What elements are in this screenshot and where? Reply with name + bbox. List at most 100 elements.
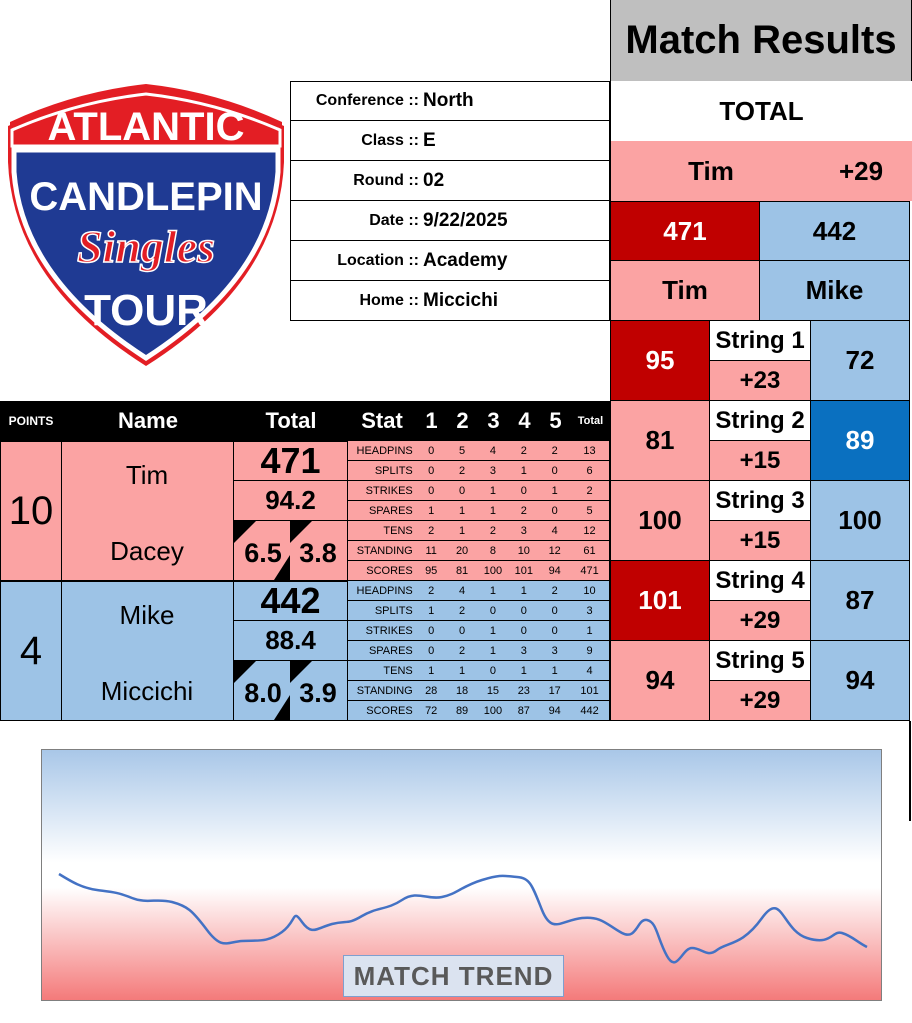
player-average: 88.4 (234, 621, 348, 661)
stat-value: 4 (551, 524, 558, 537)
stat-value: 1 (489, 644, 496, 657)
string-p1-score: 100 (610, 481, 710, 561)
stat-total: 12 (583, 524, 596, 537)
header-g1: 1 (425, 408, 438, 433)
stat-label: SPLITS (374, 464, 413, 477)
string-label: String 2 (710, 401, 810, 441)
info-value: Miccichi (423, 289, 498, 311)
stat-value: 2 (489, 524, 496, 537)
stat-total: 10 (583, 584, 596, 597)
stat-label: SCORES (366, 704, 413, 717)
stat-value: 3 (489, 464, 496, 477)
stat-value: 1 (489, 584, 496, 597)
stat-value: 1 (428, 504, 435, 517)
header-stat: Stat (361, 408, 403, 433)
stat-label: SPLITS (374, 604, 413, 617)
stat-total: 101 (580, 684, 599, 697)
player-name-cell: Tim Dacey (62, 441, 234, 581)
match-results-title: Match Results (610, 0, 912, 81)
stat-value: 72 (425, 704, 438, 717)
stat-value: 28 (425, 684, 438, 697)
player-stat-a: 8.0 (244, 677, 282, 708)
info-value: Academy (423, 249, 508, 271)
stat-value: 1 (520, 464, 527, 477)
player-last-name: Dacey (110, 535, 184, 566)
logo-line2: CANDLEPIN (29, 175, 262, 219)
stat-value: 87 (517, 704, 530, 717)
header-points: POINTS (8, 414, 54, 428)
stat-value: 2 (459, 644, 466, 657)
string-p1-score: 95 (610, 321, 710, 401)
stat-value: 3 (551, 644, 558, 657)
info-row: Round :: 02 (290, 161, 610, 201)
stat-label: HEADPINS (356, 444, 413, 457)
player-stat-b: 3.9 (299, 677, 337, 708)
stat-value: 1 (489, 624, 496, 637)
leader-name: Tim (688, 155, 734, 186)
stat-label: TENS (383, 524, 413, 537)
stat-value: 2 (520, 504, 527, 517)
stat-value: 2 (459, 604, 466, 617)
string-label: String 4 (710, 561, 810, 601)
info-label: Home :: (359, 291, 419, 309)
stat-value: 0 (428, 444, 435, 457)
player-points: 10 (0, 441, 62, 581)
stat-value: 94 (548, 704, 561, 717)
stat-value: 0 (459, 484, 466, 497)
table-row: SPLITS 1 2 0 0 0 3 (348, 601, 610, 621)
stat-value: 1 (551, 484, 558, 497)
trend-line (58, 872, 868, 964)
stat-value: 4 (489, 444, 496, 457)
stat-value: 1 (428, 664, 435, 677)
stat-value: 94 (548, 564, 561, 577)
stat-value: 15 (486, 684, 500, 697)
stat-label: STRIKES (365, 484, 413, 497)
player-stat-a: 6.5 (244, 537, 282, 568)
stat-total: 1 (586, 624, 593, 637)
stat-total: 471 (580, 564, 599, 577)
player-splits-cell: 6.5 3.8 (234, 521, 348, 581)
string-p2-score: 94 (810, 641, 910, 721)
stat-value: 11 (425, 544, 437, 557)
stat-value: 2 (520, 444, 527, 457)
string-diff: +23 (710, 361, 810, 401)
p1-grand-total: 471 (610, 201, 760, 261)
total-label: TOTAL (610, 81, 912, 141)
stat-value: 0 (428, 644, 435, 657)
stat-value: 0 (428, 484, 435, 497)
stat-value: 0 (520, 624, 527, 637)
stat-value: 2 (551, 444, 558, 457)
string-p1-score: 81 (610, 401, 710, 481)
tour-logo: ATLANTIC CANDLEPIN Singles TOUR (8, 84, 284, 366)
stat-value: 20 (455, 544, 469, 557)
stat-value: 4 (459, 584, 466, 597)
stat-value: 0 (520, 484, 527, 497)
table-row: STRIKES 0 0 1 0 1 2 (348, 481, 610, 501)
table-row: HEADPINS 2 4 1 1 2 10 (348, 581, 610, 601)
logo-line1: ATLANTIC (48, 105, 245, 149)
string-p1-score: 101 (610, 561, 710, 641)
info-row: Class :: E (290, 121, 610, 161)
stat-value: 95 (425, 564, 438, 577)
stat-label: TENS (383, 664, 413, 677)
stat-label: SCORES (366, 564, 413, 577)
info-row: Location :: Academy (290, 241, 610, 281)
string-p2-score: 72 (810, 321, 910, 401)
stat-value: 0 (489, 604, 496, 617)
stat-value: 1 (489, 504, 496, 517)
stat-value: 1 (459, 664, 466, 677)
string-label: String 1 (710, 321, 810, 361)
stat-total: 4 (586, 664, 593, 677)
player-splits-cell: 8.0 3.9 (234, 661, 348, 721)
stat-label: SPARES (368, 644, 413, 657)
string-label: String 5 (710, 641, 810, 681)
info-value: E (423, 129, 436, 151)
stat-total: 9 (586, 644, 593, 657)
stat-value: 0 (551, 464, 558, 477)
player-average: 94.2 (234, 481, 348, 521)
header-g5: 5 (549, 408, 562, 433)
info-value: North (423, 89, 474, 111)
stat-value: 0 (459, 624, 466, 637)
player-first-name: Tim (125, 459, 169, 490)
player-total: 442 (234, 580, 348, 621)
